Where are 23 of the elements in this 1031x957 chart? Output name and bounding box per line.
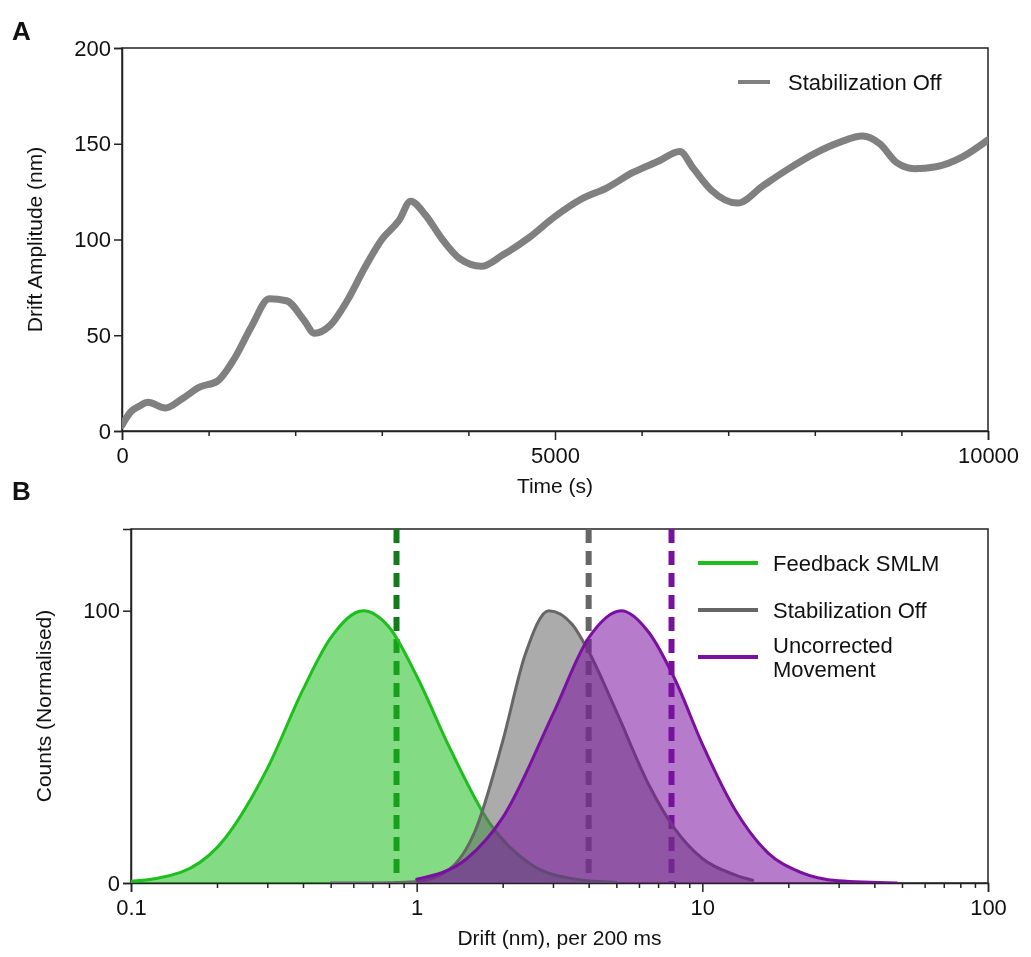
legend-label: Feedback SMLM [773, 550, 940, 576]
x-tick-label: 10 [690, 894, 716, 920]
x-tick-label: 5000 [531, 442, 580, 468]
x-tick-label: 1 [411, 894, 424, 920]
text: B [12, 476, 31, 506]
text: A [12, 16, 31, 46]
y-tick-label: 100 [74, 227, 111, 253]
x-tick-label: 10000 [957, 442, 1020, 468]
legend-label: Stabilization Off [788, 69, 943, 95]
x-axis-title: Time (s) [516, 474, 594, 497]
x-tick-label: 100 [970, 894, 1007, 920]
y-axis-title: Counts (Normalised) [32, 609, 55, 803]
y-tick-label: 0 [107, 870, 120, 896]
legend-label: Uncorrected Movement [773, 633, 893, 683]
y-tick-label: 0 [98, 418, 111, 444]
y-axis-title: Drift Amplitude (nm) [23, 146, 46, 333]
x-tick-label: 0.1 [116, 894, 147, 920]
y-tick-label: 150 [74, 131, 111, 157]
y-tick-label: 100 [83, 598, 120, 624]
x-axis-title: Drift (nm), per 200 ms [457, 926, 662, 949]
y-tick-label: 200 [74, 35, 111, 61]
y-tick-label: 50 [86, 322, 111, 348]
legend-label: Stabilization Off [773, 597, 928, 623]
